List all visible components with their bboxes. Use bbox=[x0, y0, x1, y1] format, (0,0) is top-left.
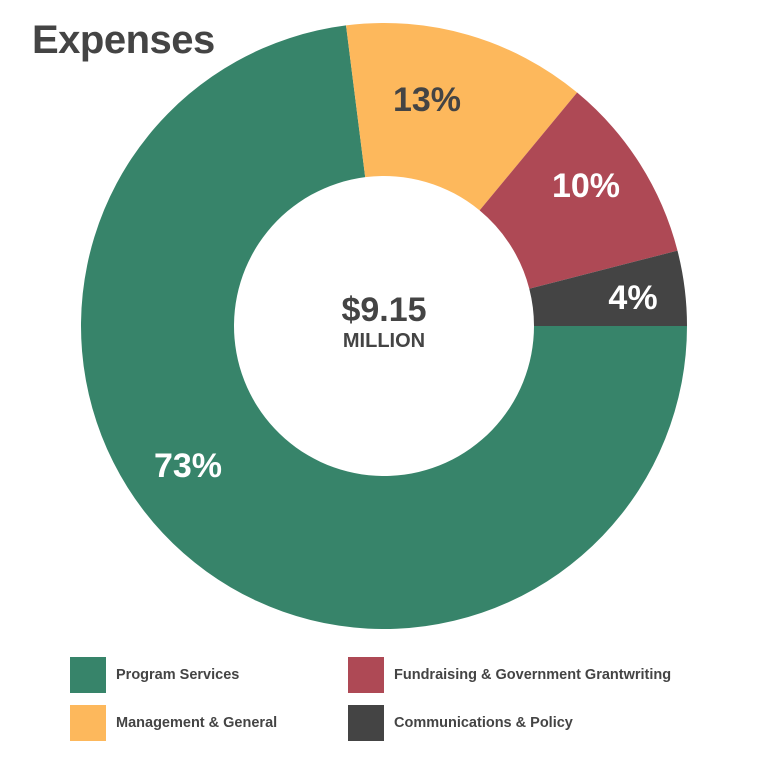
legend-item-program-services: Program Services bbox=[70, 657, 239, 693]
legend-label: Communications & Policy bbox=[394, 715, 573, 731]
slice-data-label: 4% bbox=[608, 279, 657, 317]
center-value: $9.15 bbox=[341, 291, 426, 329]
legend-label: Management & General bbox=[116, 715, 278, 731]
legend-item-management: Management & General bbox=[70, 705, 277, 741]
slice-management-general bbox=[346, 23, 578, 211]
legend-swatch bbox=[70, 657, 106, 693]
legend-swatch bbox=[70, 705, 106, 741]
slice-program-services bbox=[81, 25, 688, 630]
slice-data-label: 13% bbox=[393, 81, 461, 119]
legend-label: Program Services bbox=[116, 667, 240, 683]
slice-fundraising-government-grantwriting bbox=[479, 92, 678, 289]
legend-swatch bbox=[348, 657, 384, 693]
legend-swatch bbox=[348, 705, 384, 741]
chart-title: Expenses bbox=[32, 18, 215, 62]
center-unit: MILLION bbox=[343, 330, 425, 352]
legend-item-communications: Communications & Policy bbox=[348, 705, 573, 741]
slice-data-label: 10% bbox=[552, 167, 620, 205]
slice-communications-policy bbox=[529, 250, 687, 326]
slice-data-label: 73% bbox=[154, 447, 222, 485]
legend-label: Fundraising & Government Grantwriting bbox=[394, 667, 672, 683]
legend-item-fundraising: Fundraising & Government Grantwriting bbox=[348, 657, 671, 693]
